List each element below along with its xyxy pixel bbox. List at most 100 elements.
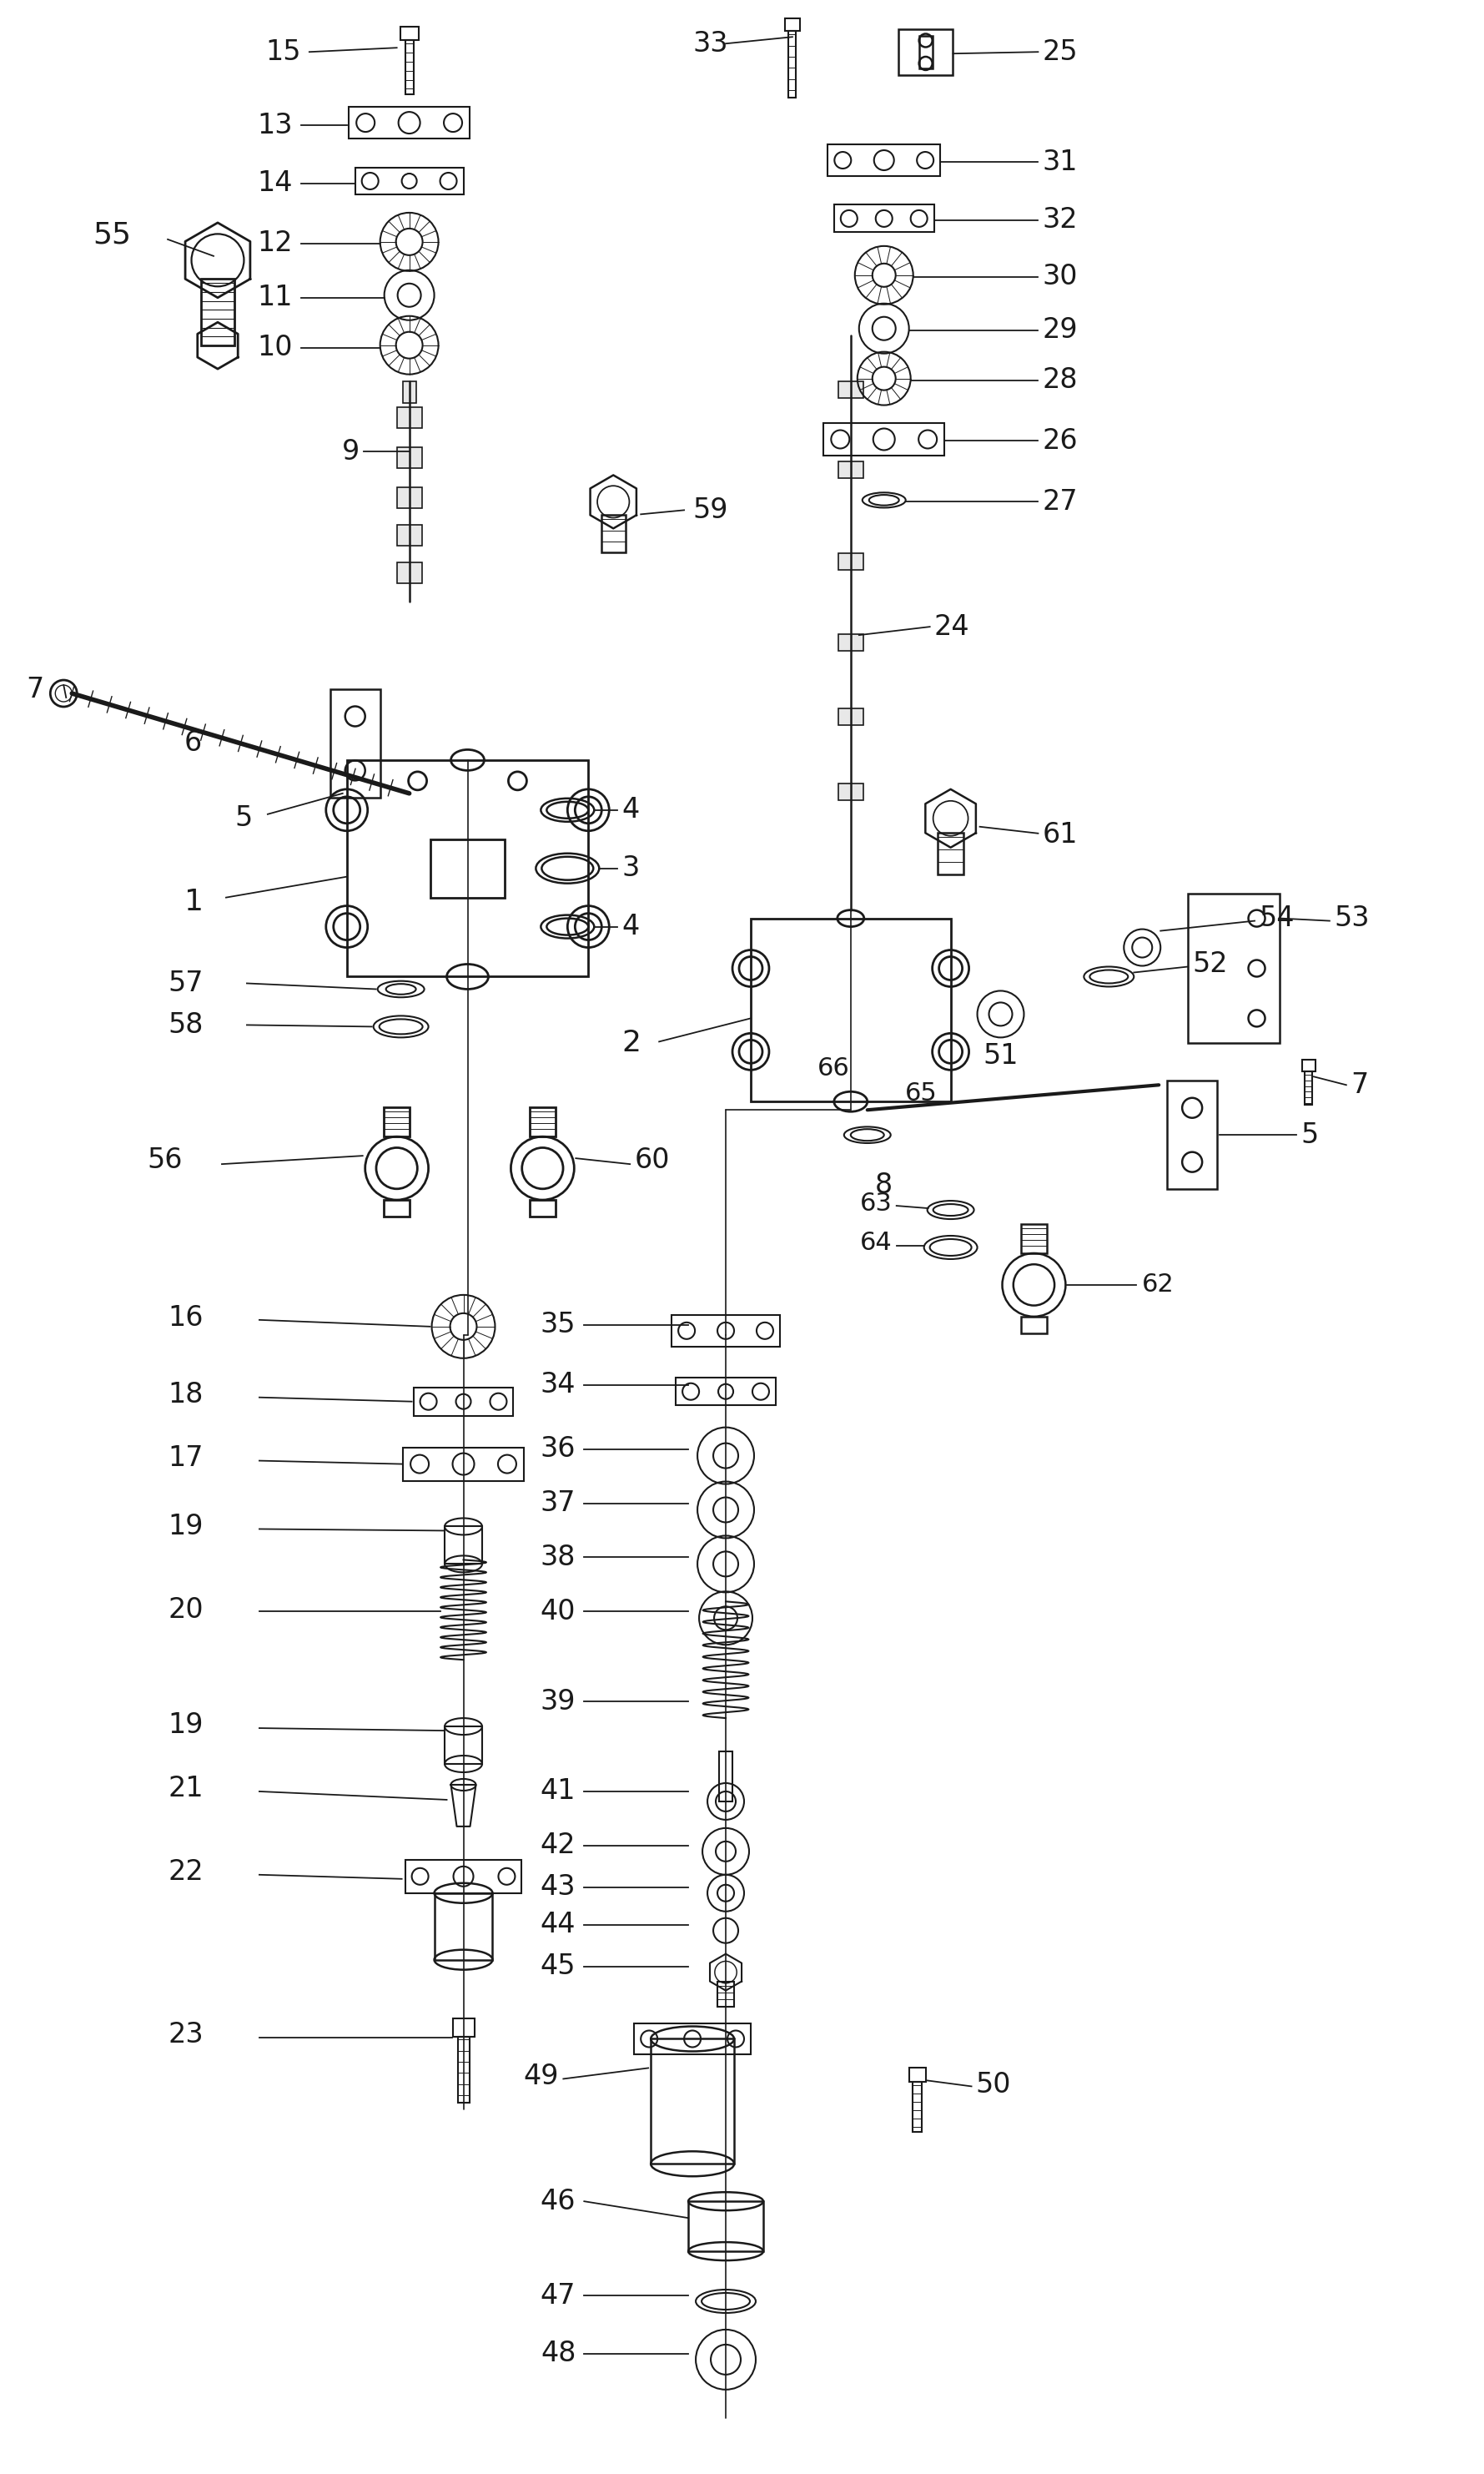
Text: 8: 8 bbox=[876, 1170, 893, 1200]
Text: 21: 21 bbox=[168, 1776, 203, 1804]
Text: 30: 30 bbox=[1042, 262, 1077, 289]
Text: 57: 57 bbox=[168, 970, 203, 997]
Bar bbox=[601, 515, 625, 552]
Text: 65: 65 bbox=[905, 1081, 938, 1106]
Bar bbox=[751, 918, 951, 1101]
Text: 51: 51 bbox=[982, 1042, 1018, 1069]
Text: 13: 13 bbox=[257, 111, 292, 139]
Text: 54: 54 bbox=[1258, 905, 1294, 933]
Bar bbox=[396, 487, 421, 507]
Bar bbox=[405, 1860, 522, 1893]
Text: 1: 1 bbox=[184, 888, 203, 915]
Bar bbox=[838, 710, 864, 725]
Text: 46: 46 bbox=[540, 2187, 576, 2214]
Text: 19: 19 bbox=[168, 1712, 203, 1739]
Text: 22: 22 bbox=[168, 1858, 203, 1885]
Text: 3: 3 bbox=[622, 854, 640, 883]
Bar bbox=[329, 690, 380, 797]
Bar bbox=[349, 106, 469, 139]
Text: 28: 28 bbox=[1042, 366, 1077, 393]
Text: 49: 49 bbox=[524, 2063, 559, 2091]
Text: 33: 33 bbox=[693, 30, 727, 57]
Text: 24: 24 bbox=[933, 614, 969, 641]
Bar bbox=[445, 1727, 482, 1764]
Bar bbox=[200, 280, 234, 346]
Bar bbox=[838, 784, 864, 799]
Text: 62: 62 bbox=[1143, 1272, 1174, 1296]
Bar bbox=[675, 1378, 776, 1405]
Bar bbox=[453, 2019, 475, 2036]
Text: 37: 37 bbox=[540, 1489, 576, 1517]
Text: 56: 56 bbox=[147, 1145, 183, 1173]
Text: 20: 20 bbox=[168, 1596, 203, 1623]
Text: 14: 14 bbox=[257, 171, 292, 198]
Text: 35: 35 bbox=[540, 1311, 576, 1338]
Text: 40: 40 bbox=[540, 1598, 576, 1625]
Circle shape bbox=[50, 680, 77, 708]
Bar bbox=[396, 408, 421, 428]
Text: 25: 25 bbox=[1042, 37, 1077, 67]
Text: 36: 36 bbox=[540, 1435, 576, 1462]
Bar bbox=[384, 1200, 410, 1217]
Bar bbox=[1021, 1225, 1046, 1254]
Text: 66: 66 bbox=[818, 1056, 850, 1081]
Text: 5: 5 bbox=[234, 804, 252, 831]
Text: 64: 64 bbox=[861, 1232, 892, 1254]
Text: 27: 27 bbox=[1042, 487, 1077, 515]
Text: 42: 42 bbox=[540, 1831, 576, 1860]
Text: 48: 48 bbox=[540, 2340, 576, 2368]
Text: 4: 4 bbox=[622, 913, 640, 940]
Text: 23: 23 bbox=[168, 2021, 203, 2048]
Text: 9: 9 bbox=[341, 438, 359, 465]
Text: 45: 45 bbox=[540, 1952, 576, 1979]
Text: 32: 32 bbox=[1042, 205, 1077, 235]
Bar bbox=[384, 1108, 410, 1136]
Bar bbox=[414, 1388, 513, 1415]
Bar bbox=[834, 205, 933, 233]
Bar bbox=[1301, 1059, 1315, 1071]
Text: 38: 38 bbox=[540, 1544, 576, 1571]
Text: 5: 5 bbox=[1300, 1121, 1318, 1148]
Bar bbox=[838, 633, 864, 651]
Bar bbox=[396, 448, 421, 468]
Bar bbox=[838, 463, 864, 477]
Text: 26: 26 bbox=[1042, 428, 1077, 455]
Bar bbox=[720, 1752, 733, 1801]
Bar bbox=[838, 554, 864, 571]
Text: 47: 47 bbox=[540, 2281, 576, 2308]
Bar bbox=[634, 2024, 751, 2056]
Bar bbox=[402, 381, 416, 403]
Bar bbox=[1021, 1316, 1046, 1333]
Text: 61: 61 bbox=[1042, 821, 1077, 849]
Text: 10: 10 bbox=[257, 334, 292, 361]
Text: 17: 17 bbox=[168, 1445, 203, 1472]
Text: 7: 7 bbox=[1350, 1071, 1368, 1098]
Text: 6: 6 bbox=[184, 730, 202, 757]
Text: 59: 59 bbox=[693, 497, 727, 524]
Bar bbox=[396, 562, 421, 584]
Bar bbox=[785, 20, 800, 32]
Text: 31: 31 bbox=[1042, 148, 1077, 176]
Text: 29: 29 bbox=[1042, 317, 1077, 344]
Text: 39: 39 bbox=[540, 1687, 576, 1714]
Bar bbox=[405, 40, 414, 94]
Text: 53: 53 bbox=[1334, 905, 1370, 933]
Bar bbox=[689, 2202, 763, 2251]
Bar bbox=[401, 27, 418, 40]
Text: 63: 63 bbox=[859, 1190, 892, 1215]
Bar bbox=[445, 1526, 482, 1564]
Bar bbox=[899, 30, 953, 74]
Text: 41: 41 bbox=[540, 1779, 576, 1806]
Bar bbox=[435, 1893, 493, 1959]
Bar bbox=[1304, 1071, 1312, 1106]
Bar bbox=[347, 760, 588, 977]
Bar bbox=[828, 143, 941, 176]
Bar bbox=[672, 1314, 781, 1346]
Text: 58: 58 bbox=[168, 1012, 203, 1039]
Bar bbox=[430, 839, 505, 898]
Text: 15: 15 bbox=[266, 37, 301, 67]
Bar bbox=[530, 1200, 555, 1217]
Bar bbox=[824, 423, 944, 455]
Text: 2: 2 bbox=[622, 1029, 641, 1056]
Bar bbox=[457, 2036, 469, 2103]
